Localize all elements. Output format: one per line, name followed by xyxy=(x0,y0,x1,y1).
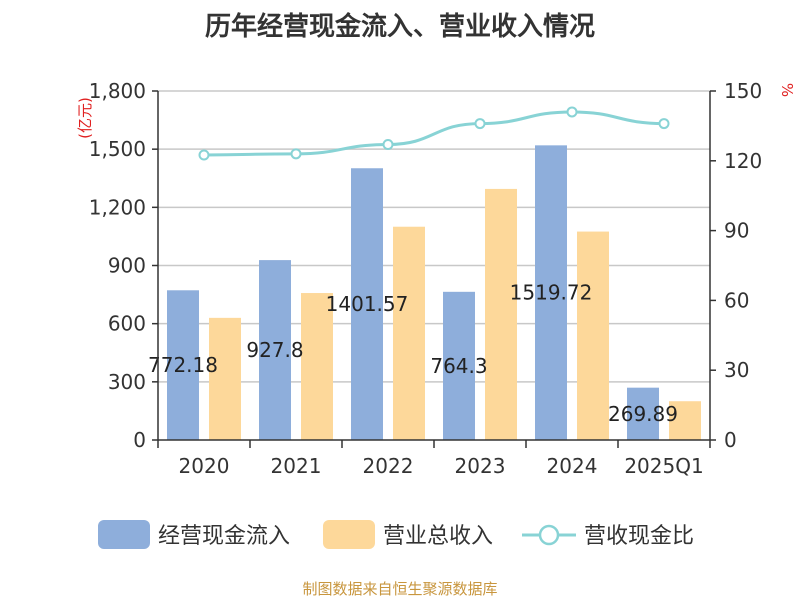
ratio-point-2024 xyxy=(566,106,578,118)
left-tick-label: 600 xyxy=(108,312,146,336)
left-tick-label: 0 xyxy=(133,428,146,452)
bars xyxy=(167,145,701,440)
bar-revenue-2022 xyxy=(393,226,425,440)
source-note: 制图数据来自恒生聚源数据库 xyxy=(302,580,498,598)
left-tick-label: 300 xyxy=(108,370,146,394)
data-label-2020: 772.18 xyxy=(148,353,218,377)
right-tick-label: 90 xyxy=(724,219,749,243)
legend-label-cash-inflow: 经营现金流入 xyxy=(158,524,290,549)
x-tick-label: 2020 xyxy=(179,454,230,478)
bar-revenue-2021 xyxy=(301,293,333,440)
legend-swatch-cash-inflow xyxy=(98,520,150,549)
data-label-2024: 1519.72 xyxy=(510,281,593,305)
legend-label-ratio: 营收现金比 xyxy=(584,524,694,549)
data-label-2023: 764.3 xyxy=(430,354,487,378)
ratio-point-2021 xyxy=(290,148,302,160)
right-tick-label: 30 xyxy=(724,358,749,382)
right-tick-label: 120 xyxy=(724,149,762,173)
ratio-point-2020 xyxy=(198,149,210,161)
legend-swatch-ratio-marker xyxy=(538,524,560,546)
data-label-2022: 1401.57 xyxy=(326,292,409,316)
data-label-2025Q1: 269.89 xyxy=(608,402,678,426)
left-tick-label: 1,800 xyxy=(89,79,146,103)
right-tick-label: 0 xyxy=(724,428,737,452)
right-axis-unit: % xyxy=(778,83,796,97)
right-tick-label: 60 xyxy=(724,288,749,312)
data-label-2021: 927.8 xyxy=(246,338,303,362)
x-tick-label: 2025Q1 xyxy=(624,454,703,478)
bar-revenue-2020 xyxy=(209,317,241,440)
bar-cash-inflow-2025Q1 xyxy=(627,387,659,440)
left-tick-label: 900 xyxy=(108,254,146,278)
left-tick-label: 1,200 xyxy=(89,195,146,219)
bar-cash-inflow-2021 xyxy=(259,260,291,440)
grid xyxy=(158,90,710,383)
x-tick-label: 2023 xyxy=(455,454,506,478)
ratio-line xyxy=(198,106,670,161)
x-tick-label: 2022 xyxy=(363,454,414,478)
bar-revenue-2024 xyxy=(577,231,609,440)
bar-cash-inflow-2024 xyxy=(535,145,567,440)
x-tick-label: 2024 xyxy=(547,454,598,478)
legend-swatch-revenue xyxy=(323,520,375,549)
bar-cash-inflow-2022 xyxy=(351,168,383,440)
bar-cash-inflow-2023 xyxy=(443,291,475,440)
right-tick-label: 150 xyxy=(724,79,762,103)
bar-revenue-2025Q1 xyxy=(669,401,701,440)
left-axis-unit: (亿元) xyxy=(76,97,94,139)
legend-label-revenue: 营业总收入 xyxy=(383,524,493,549)
legend: 经营现金流入 营业总收入 营收现金比 xyxy=(98,520,694,549)
chart-title: 历年经营现金流入、营业收入情况 xyxy=(204,12,595,42)
data-labels: 772.18 927.8 1401.57 764.3 1519.72 269.89 xyxy=(148,281,678,426)
left-tick-label: 1,500 xyxy=(89,137,146,161)
ratio-point-2025Q1 xyxy=(658,118,670,130)
bar-revenue-2023 xyxy=(485,188,517,440)
axes: 0 300 600 900 1,200 1,500 1,800 0 30 60 90 120 150 (亿… xyxy=(76,79,796,478)
bar-cash-inflow-2020 xyxy=(167,290,199,440)
x-tick-label: 2021 xyxy=(271,454,322,478)
ratio-point-2022 xyxy=(382,139,394,151)
ratio-point-2023 xyxy=(474,118,486,130)
